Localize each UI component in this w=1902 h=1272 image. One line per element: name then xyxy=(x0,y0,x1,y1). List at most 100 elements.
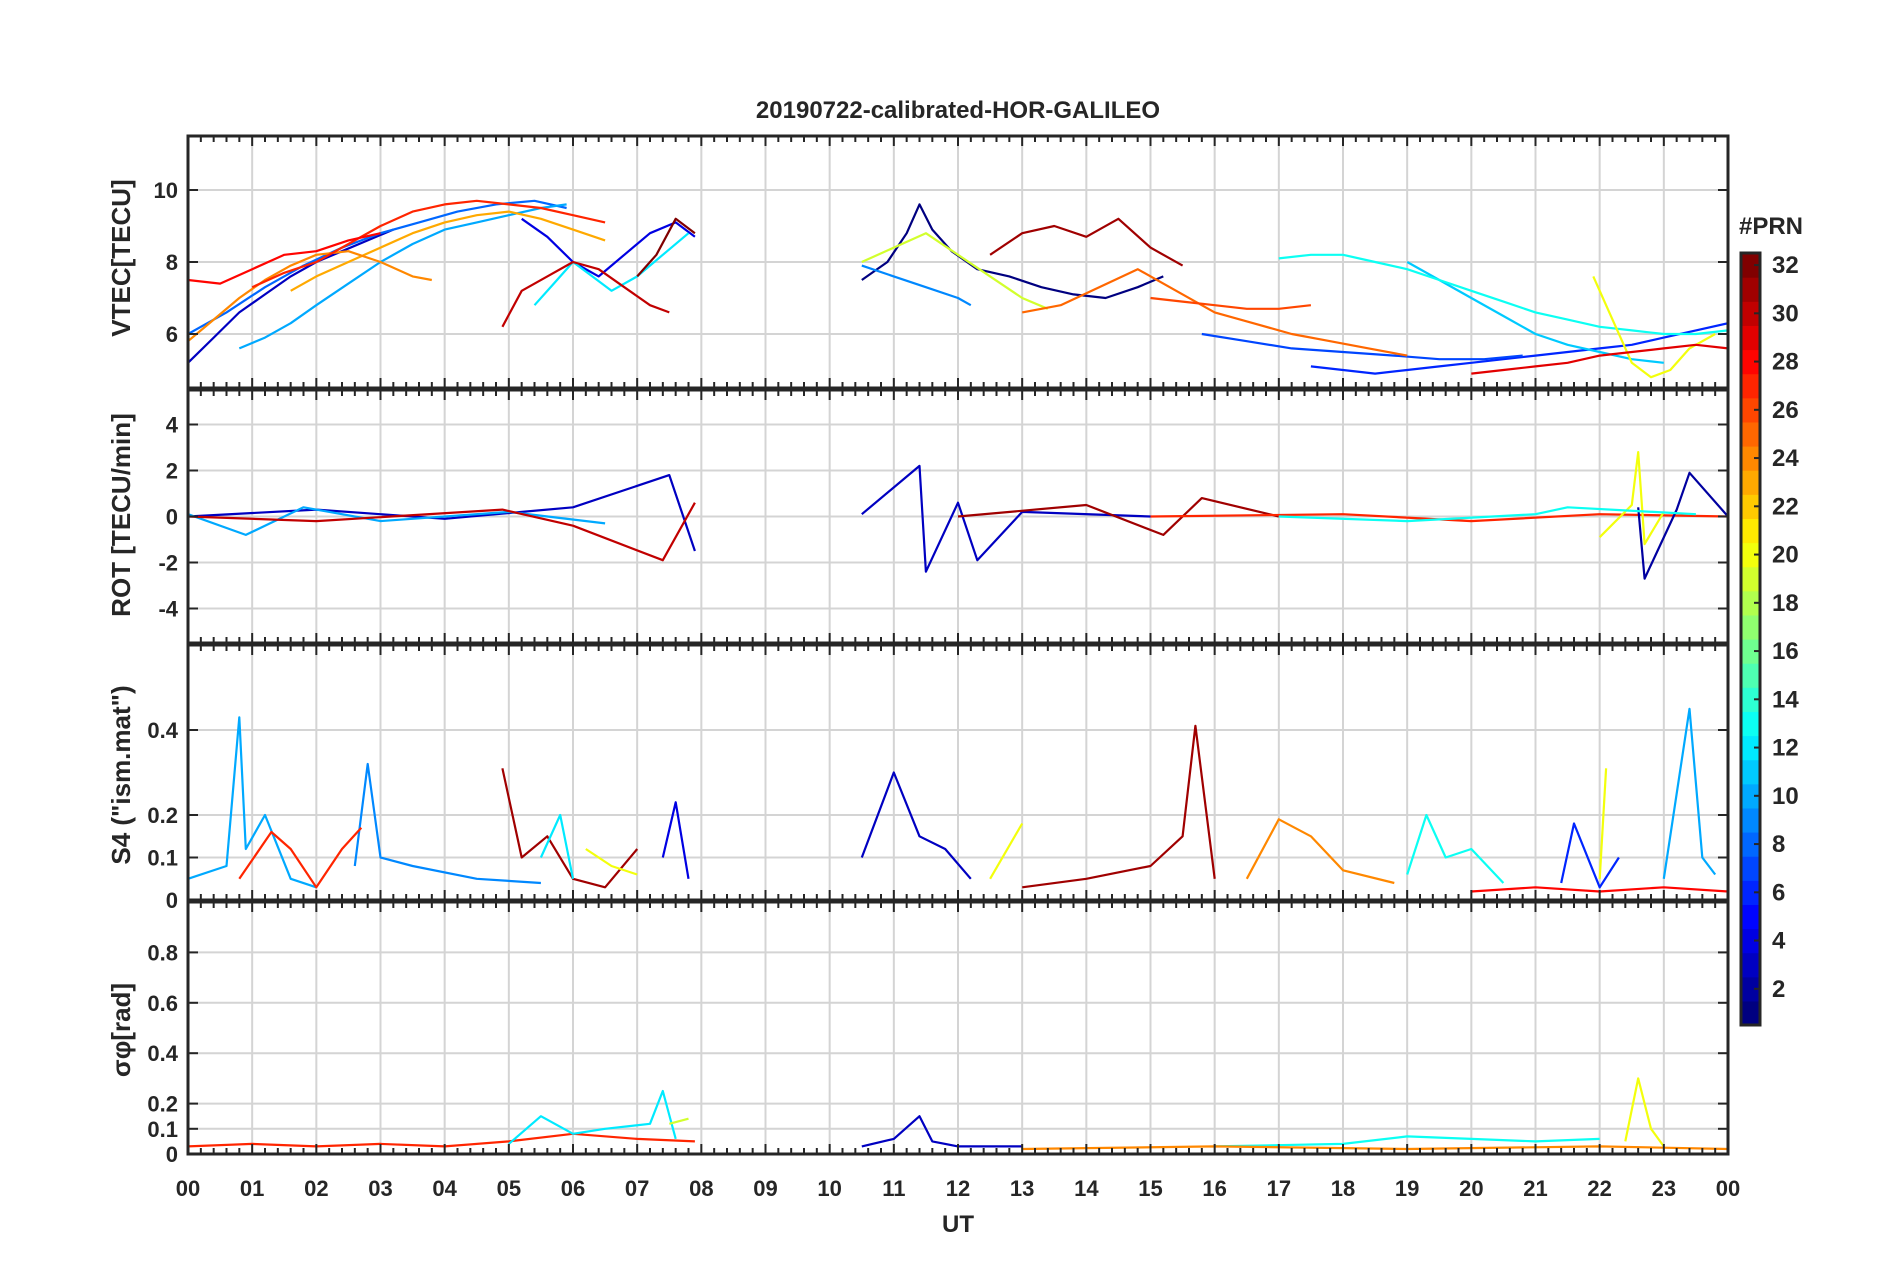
colorbar-tick-label: 6 xyxy=(1772,879,1785,906)
colorbar-swatch xyxy=(1741,735,1760,761)
x-tick-label: 22 xyxy=(1587,1176,1611,1201)
series-line-prn-25 xyxy=(1021,268,1408,357)
series-line-prn-31 xyxy=(501,768,639,889)
series-group xyxy=(188,199,1728,379)
colorbar-swatch xyxy=(1741,711,1760,737)
series-line-prn-3 xyxy=(861,1115,1023,1148)
series-line-prn-13 xyxy=(1278,506,1696,523)
colorbar-swatch xyxy=(1741,277,1760,302)
y-tick-label: 0 xyxy=(166,505,178,530)
x-tick-label: 11 xyxy=(882,1176,905,1201)
series-line-prn-9 xyxy=(353,762,541,885)
colorbar-tick-label: 12 xyxy=(1772,735,1799,762)
colorbar-swatch xyxy=(1741,807,1760,833)
y-tick-label: 8 xyxy=(166,250,178,275)
colorbar-tick-label: 20 xyxy=(1772,542,1799,569)
series-line-prn-24 xyxy=(188,250,433,343)
series-line-prn-31 xyxy=(989,217,1184,267)
colorbar-swatch xyxy=(1741,832,1760,857)
y-tick-label: 0.6 xyxy=(147,991,178,1016)
panel-3: 0 0.1 0.2 0.4 S4 ("ism.mat") xyxy=(106,643,1730,913)
x-tick-label: 13 xyxy=(1010,1176,1034,1201)
colorbar-tick-label: 14 xyxy=(1772,686,1799,713)
panel-1: 6 8 10 VTEC[TECU] xyxy=(106,134,1730,390)
colorbar-swatch xyxy=(1741,976,1760,1002)
panel-2: -4 -2 0 2 4 ROT [TECU/min] xyxy=(106,388,1730,645)
x-tick-label: 15 xyxy=(1138,1176,1162,1201)
y-tick-label: 0.2 xyxy=(147,803,178,828)
series-line-prn-32 xyxy=(636,217,696,278)
colorbar-swatch xyxy=(1741,904,1760,930)
series-line-prn-13 xyxy=(1214,1135,1600,1148)
colorbar-tick-label: 22 xyxy=(1772,493,1799,520)
axes-frame xyxy=(186,900,1730,1156)
y-tick-label: 0.4 xyxy=(147,718,178,743)
series-line-prn-12 xyxy=(533,232,690,306)
y-axis-label: ROT [TECU/min] xyxy=(106,413,136,617)
series-line-prn-20 xyxy=(989,822,1024,880)
x-tick-label: 00 xyxy=(176,1176,200,1201)
y-tick-label: 0.4 xyxy=(147,1041,178,1066)
series-line-prn-26 xyxy=(1150,296,1312,310)
colorbar-tick-label: 18 xyxy=(1772,590,1799,617)
x-tick-label: 10 xyxy=(817,1176,841,1201)
chart-title: 20190722-calibrated-HOR-GALILEO xyxy=(756,97,1160,124)
colorbar-swatch xyxy=(1741,952,1760,978)
y-axis-label: σφ[rad] xyxy=(106,983,136,1077)
x-axis-label: UT xyxy=(942,1211,974,1238)
colorbar-frame xyxy=(1739,251,1762,1027)
colorbar-tick-label: 2 xyxy=(1772,976,1785,1003)
panel-4: 00.10.2 0.4 0.6 0.8 σφ[rad] xyxy=(106,900,1730,1167)
colorbar-tick-label: 32 xyxy=(1772,252,1799,279)
series-line-prn-13 xyxy=(1278,253,1728,336)
colorbar-swatch xyxy=(1741,614,1760,640)
colorbar-tick-label: 30 xyxy=(1772,300,1799,327)
axes-frame xyxy=(186,643,1730,902)
x-tick-label: 03 xyxy=(368,1176,392,1201)
x-tick-label: 05 xyxy=(497,1176,521,1201)
y-tick-label: 0 xyxy=(166,888,178,913)
y-axis-label: S4 ("ism.mat") xyxy=(106,685,136,864)
y-tick-label: 4 xyxy=(166,413,179,438)
x-tick-label: 12 xyxy=(946,1176,970,1201)
x-tick-label: 09 xyxy=(753,1176,777,1201)
x-tick-label: 06 xyxy=(561,1176,585,1201)
colorbar-swatch xyxy=(1741,639,1760,664)
colorbar-swatch xyxy=(1741,928,1760,954)
x-tick-label: 07 xyxy=(625,1176,649,1201)
y-tick-label: 0.1 xyxy=(147,1117,178,1142)
x-tick-label: 21 xyxy=(1523,1176,1547,1201)
colorbar-swatch xyxy=(1741,349,1760,375)
x-tick-label: 04 xyxy=(432,1176,457,1201)
colorbar-swatch xyxy=(1741,421,1760,447)
series-line-prn-27 xyxy=(251,199,606,289)
y-tick-label: 0.8 xyxy=(147,940,178,965)
colorbar-tick-label: 4 xyxy=(1772,928,1786,955)
series-line-prn-3 xyxy=(188,228,394,364)
colorbar-swatch xyxy=(1741,590,1760,616)
series-line-prn-7 xyxy=(1201,332,1523,361)
series-line-prn-3 xyxy=(860,771,972,880)
colorbar-tick-label: 24 xyxy=(1772,445,1799,472)
series-line-prn-1 xyxy=(861,203,1164,300)
colorbar-title: #PRN xyxy=(1739,213,1803,240)
colorbar-swatch xyxy=(1741,759,1760,785)
series-line-prn-30 xyxy=(501,260,670,328)
series-line-prn-20 xyxy=(1598,768,1608,879)
series-line-prn-3 xyxy=(861,464,1151,573)
y-tick-label: 6 xyxy=(166,322,178,347)
colorbar-swatch xyxy=(1741,253,1760,278)
x-tick-label: 01 xyxy=(240,1176,264,1201)
colorbar-swatch xyxy=(1741,566,1760,592)
colorbar-swatch xyxy=(1741,783,1760,809)
series-line-prn-23 xyxy=(290,210,606,292)
series-line-prn-20 xyxy=(585,848,638,876)
axes-frame xyxy=(186,388,1730,645)
series-line-prn-20 xyxy=(1598,451,1665,546)
series-line-prn-31 xyxy=(1022,724,1216,889)
x-tick-label: 16 xyxy=(1202,1176,1226,1201)
x-tick-label: 17 xyxy=(1267,1176,1291,1201)
